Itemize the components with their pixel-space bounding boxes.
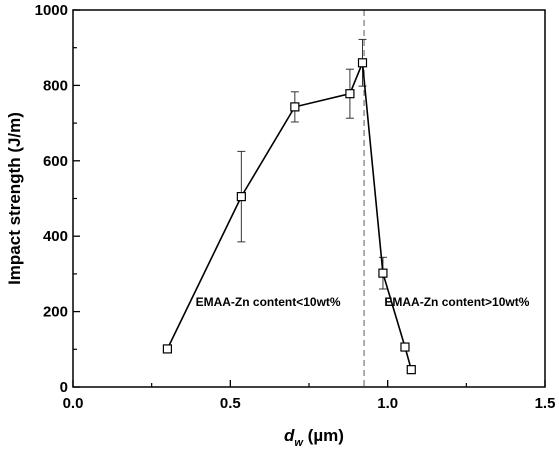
data-point-marker [236,192,246,202]
data-point-marker [406,365,416,375]
ticks-layer [72,9,546,388]
data-point-marker [345,89,355,99]
data-point-marker [378,268,388,278]
y-tick-label: 200 [43,304,68,321]
y-tick-label: 400 [43,228,68,245]
markers-layer [162,58,416,375]
data-point-marker [400,342,410,352]
y-axis-title: Impact strength (J/m) [5,112,24,285]
x-tick-label: 0.5 [220,395,241,412]
annotation-label: EMAA-Zn content>10wt% [384,295,529,309]
series-line [166,62,413,370]
annotation-label: EMAA-Zn content<10wt% [196,295,341,309]
x-tick-label: 1.0 [377,395,398,412]
x-tick-label: 1.5 [535,395,556,412]
annotations-layer: EMAA-Zn content<10wt% EMAA-Zn content>10w… [196,295,530,309]
y-tick-label: 600 [43,153,68,170]
x-axis-title: dw (µm) [284,426,344,449]
data-point-marker [357,58,368,68]
x-axis-title-symbol: d [284,426,295,445]
y-tick-label: 0 [60,379,68,396]
tick-labels-layer: 0.0 0.5 1.0 1.5 0 200 400 600 800 1000 [35,2,556,412]
plot-frame [72,9,546,388]
x-axis-title-subscript: w [294,437,304,449]
data-point-marker [162,344,172,354]
y-tick-label: 1000 [35,2,68,19]
error-bars-layer [163,38,416,373]
x-axis-title-unit: (µm) [303,426,344,445]
y-tick-label: 800 [43,77,68,94]
data-point-marker [290,102,300,112]
x-tick-label: 0.0 [63,395,84,412]
